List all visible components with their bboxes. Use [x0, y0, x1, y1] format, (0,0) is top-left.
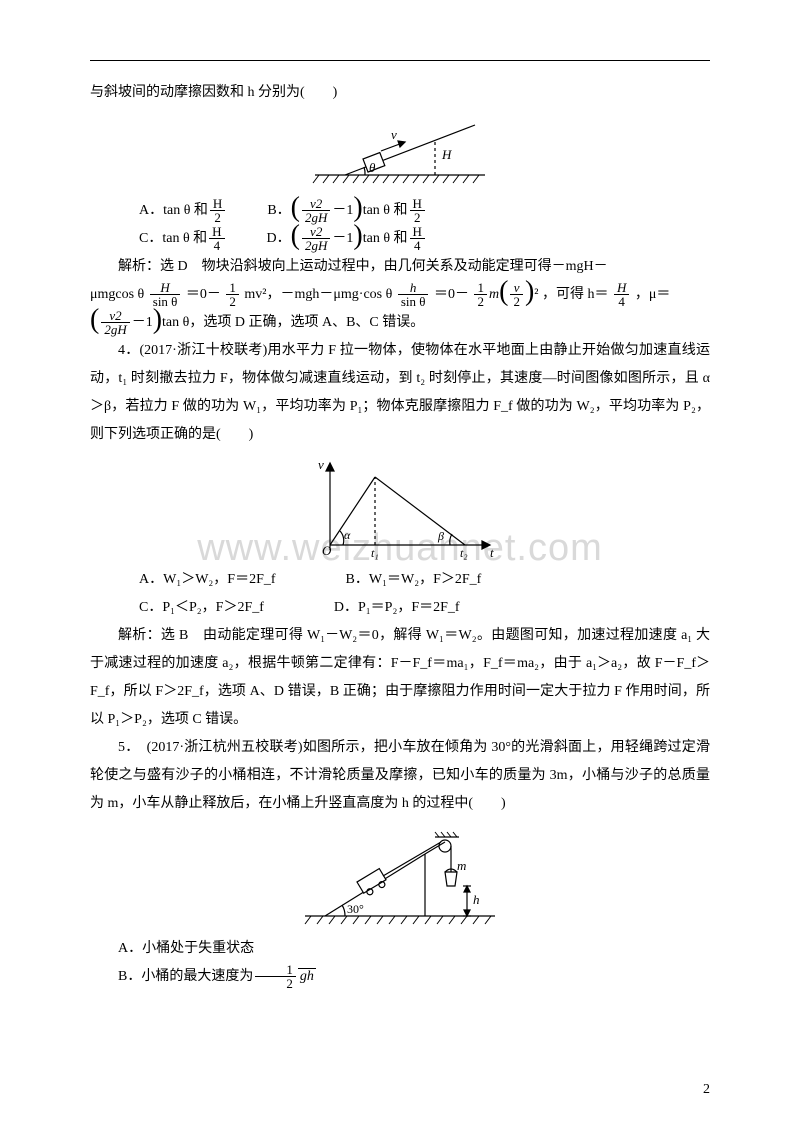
choice-b: B．W₁＝W₂，F＞2F_f [346, 566, 482, 594]
svg-text:θ: θ [369, 160, 376, 175]
svg-text:H: H [441, 147, 452, 162]
frac-num: H [150, 281, 181, 295]
frac-num: v2 [302, 197, 330, 211]
sol-text: ＝0－ [434, 287, 469, 302]
frac-den: 2 [255, 977, 296, 990]
q4-stem: 4．(2017·浙江十校联考)用水平力 F 拉一物体，使物体在水平地面上由静止开… [90, 337, 710, 449]
svg-text:t₁: t₁ [371, 546, 379, 560]
q4-choices-row1: A．W₁＞W₂，F＝2F_f B．W₁＝W₂，F＞2F_f [139, 566, 710, 594]
svg-text:O: O [322, 543, 332, 558]
sqrt-content: gh [298, 968, 316, 984]
sol-text: ，μ＝ [635, 287, 671, 302]
q5-choice-b: B．小桶的最大速度为12gh [90, 963, 710, 991]
frac-den: 2 [410, 211, 425, 224]
q3-row-cd: C．tan θ 和H4 D．(v22gH－1)tan θ 和H4 [139, 225, 710, 253]
choice-b-prefix: B．小桶的最大速度为 [118, 969, 253, 984]
diagram-3: 30° m h [90, 824, 710, 929]
svg-text:β: β [437, 529, 444, 543]
sol-text: tan θ，选项 D 正确，选项 A、B、C 错误。 [162, 315, 424, 330]
sol-text: ，可得 h＝ [542, 287, 609, 302]
diagram-1: v θ H [90, 113, 710, 191]
frac-den: 2 [474, 295, 487, 308]
choice-d: tan θ 和 [363, 231, 408, 246]
frac-num: H [210, 197, 225, 211]
frac-num: 1 [474, 281, 487, 295]
svg-text:α: α [344, 528, 351, 542]
frac-num: H [410, 197, 425, 211]
frac-num: v [510, 281, 523, 295]
svg-text:30°: 30° [347, 902, 364, 916]
choice-a: A．W₁＞W₂，F＝2F_f [139, 566, 276, 594]
q4-solution: 解析：选 B 由动能定理可得 W₁－W₂＝0，解得 W₁＝W₂。由题图可知，加速… [90, 622, 710, 734]
svg-text:v: v [391, 127, 397, 142]
sol-text: μmgcos θ [90, 287, 144, 302]
choice-c-prefix: C．tan θ 和 [139, 231, 207, 246]
diagram-2: v t O t₁ t₂ α β [90, 455, 710, 560]
q3-solution-p1: 解析：选 D 物块沿斜坡向上运动过程中，由几何关系及动能定理可得－mgH－ [90, 253, 710, 281]
sol-text: mv²，－mgh－μmg·cos θ [244, 287, 392, 302]
frac-den: 2 [226, 295, 239, 308]
frac-num: H [209, 225, 224, 239]
choice-a-prefix: A．tan θ 和 [139, 203, 208, 218]
frac-num: 1 [255, 963, 296, 977]
frac-den: 2gH [302, 239, 330, 252]
sol-text: ＝0－ [186, 287, 221, 302]
q3-solution-p2: μmgcos θ Hsin θ ＝0－ 12 mv²，－mgh－μmg·cos … [90, 281, 710, 309]
q5-choice-a: A．小桶处于失重状态 [90, 935, 710, 963]
choice-b: tan θ 和 [363, 203, 408, 218]
frac-den: 4 [614, 295, 629, 308]
frac-num: v2 [101, 309, 129, 323]
page-number: 2 [703, 1076, 710, 1104]
svg-text:v: v [318, 457, 324, 472]
top-rule [90, 60, 710, 61]
choice-c: C．P₁＜P₂，F＞2F_f [139, 594, 264, 622]
frac-den: 2 [510, 295, 523, 308]
q5-stem: 5． (2017·浙江杭州五校联考)如图所示，把小车放在倾角为 30°的光滑斜面… [90, 734, 710, 818]
q3-stem-cont: 与斜坡间的动摩擦因数和 h 分别为( ) [90, 79, 710, 107]
choice-d: D．P₁＝P₂，F＝2F_f [334, 594, 460, 622]
frac-den: 2 [210, 211, 225, 224]
frac-num: h [398, 281, 429, 295]
frac-num: v2 [302, 225, 330, 239]
frac-den: sin θ [398, 295, 429, 308]
q3-solution-p3: (v22gH－1)tan θ，选项 D 正确，选项 A、B、C 错误。 [90, 309, 710, 337]
frac-den: 2gH [101, 323, 129, 336]
q4-choices-row2: C．P₁＜P₂，F＞2F_f D．P₁＝P₂，F＝2F_f [139, 594, 710, 622]
frac-num: H [614, 281, 629, 295]
svg-text:h: h [473, 892, 480, 907]
svg-text:t₂: t₂ [460, 546, 468, 560]
frac-num: 1 [226, 281, 239, 295]
svg-text:m: m [457, 858, 466, 873]
frac-den: 4 [410, 239, 425, 252]
q3-row-ab: A．tan θ 和H2 B．(v22gH－1)tan θ 和H2 [139, 197, 710, 225]
svg-text:t: t [490, 545, 494, 560]
frac-den: 2gH [302, 211, 330, 224]
frac-num: H [410, 225, 425, 239]
frac-den: 4 [209, 239, 224, 252]
